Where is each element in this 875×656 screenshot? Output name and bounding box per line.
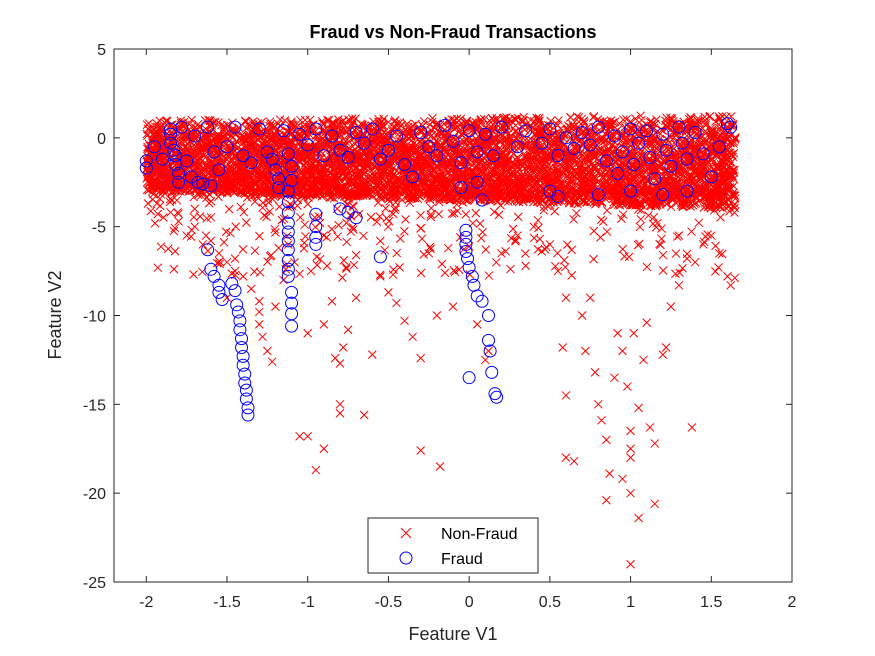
non-fraud-point bbox=[662, 113, 671, 123]
non-fraud-point bbox=[193, 157, 203, 167]
non-fraud-point bbox=[455, 137, 465, 146]
non-fraud-point bbox=[318, 127, 328, 136]
non-fraud-point bbox=[666, 202, 676, 212]
non-fraud-point bbox=[199, 167, 208, 176]
non-fraud-point bbox=[657, 125, 667, 135]
non-fraud-point bbox=[241, 124, 251, 133]
non-fraud-point bbox=[518, 116, 527, 125]
non-fraud-point bbox=[386, 156, 396, 166]
non-fraud-point bbox=[462, 116, 472, 126]
non-fraud-dense-band bbox=[142, 111, 740, 283]
non-fraud-point bbox=[534, 114, 544, 124]
non-fraud-point bbox=[714, 112, 724, 121]
non-fraud-point bbox=[175, 122, 185, 132]
non-fraud-point bbox=[526, 122, 536, 131]
non-fraud-point bbox=[428, 113, 437, 123]
non-fraud-point bbox=[574, 113, 584, 122]
chart-title: Fraud vs Non-Fraud Transactions bbox=[309, 22, 596, 42]
non-fraud-point bbox=[476, 195, 485, 205]
plot-area bbox=[113, 48, 793, 583]
non-fraud-point bbox=[492, 115, 502, 125]
